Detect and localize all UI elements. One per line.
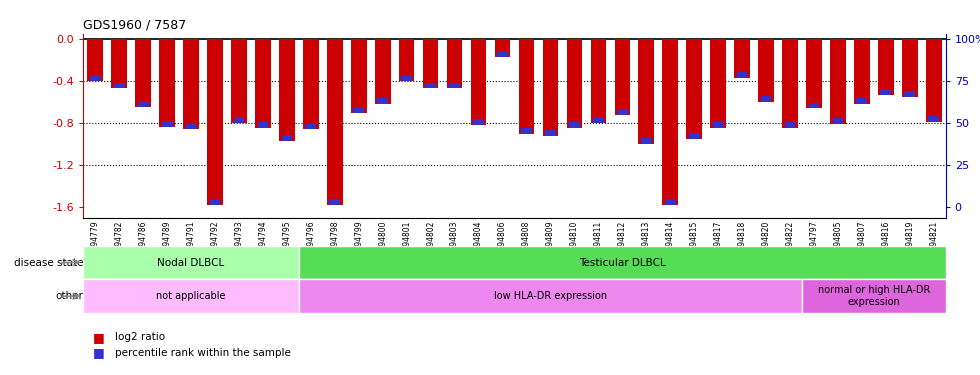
Bar bbox=[521, 128, 532, 134]
Bar bbox=[160, 39, 174, 127]
Text: percentile rank within the sample: percentile rank within the sample bbox=[115, 348, 290, 357]
Bar bbox=[135, 39, 151, 107]
Bar bbox=[279, 39, 295, 141]
Bar bbox=[857, 98, 867, 104]
Bar bbox=[686, 39, 702, 139]
Bar bbox=[375, 39, 390, 104]
Bar bbox=[495, 39, 511, 57]
Text: normal or high HLA-DR
expression: normal or high HLA-DR expression bbox=[817, 285, 930, 307]
Text: Testicular DLBCL: Testicular DLBCL bbox=[579, 258, 665, 267]
Bar bbox=[760, 96, 771, 102]
Bar bbox=[473, 119, 484, 125]
Bar bbox=[83, 279, 299, 313]
Bar bbox=[639, 39, 654, 144]
Bar bbox=[402, 75, 412, 81]
Bar bbox=[880, 89, 891, 94]
Bar bbox=[664, 199, 675, 205]
Bar bbox=[802, 279, 946, 313]
Bar bbox=[737, 72, 748, 78]
Bar bbox=[591, 39, 606, 123]
Bar bbox=[616, 109, 627, 115]
Bar bbox=[208, 39, 222, 205]
Bar bbox=[162, 122, 172, 127]
Bar bbox=[281, 135, 292, 141]
Bar bbox=[543, 39, 559, 136]
Bar bbox=[183, 39, 199, 129]
Bar bbox=[351, 39, 367, 112]
Bar bbox=[233, 117, 244, 123]
Bar bbox=[614, 39, 630, 115]
Bar bbox=[138, 102, 149, 107]
Bar bbox=[299, 246, 946, 279]
Bar bbox=[354, 107, 365, 112]
Bar bbox=[782, 39, 798, 128]
Bar bbox=[832, 118, 843, 124]
Bar bbox=[689, 133, 700, 139]
Text: ■: ■ bbox=[93, 346, 105, 359]
Bar bbox=[905, 91, 915, 97]
Bar bbox=[569, 123, 580, 128]
Bar bbox=[303, 39, 318, 129]
Bar bbox=[470, 39, 486, 125]
Bar bbox=[422, 39, 438, 88]
Bar bbox=[425, 82, 436, 88]
Bar bbox=[641, 138, 652, 144]
Bar bbox=[377, 98, 388, 104]
Bar bbox=[785, 123, 796, 128]
Bar bbox=[712, 123, 723, 128]
Bar bbox=[299, 279, 802, 313]
Bar bbox=[854, 39, 869, 104]
Bar bbox=[231, 39, 247, 123]
Bar bbox=[807, 39, 821, 108]
Text: Nodal DLBCL: Nodal DLBCL bbox=[158, 258, 224, 267]
Bar bbox=[87, 39, 103, 81]
Bar bbox=[210, 199, 220, 205]
Bar bbox=[710, 39, 726, 128]
Text: log2 ratio: log2 ratio bbox=[115, 333, 165, 342]
Bar bbox=[112, 39, 127, 88]
Bar bbox=[255, 39, 270, 128]
Text: ■: ■ bbox=[93, 331, 105, 344]
Bar bbox=[662, 39, 678, 205]
Bar bbox=[545, 130, 556, 136]
Bar bbox=[926, 39, 942, 122]
Bar bbox=[928, 116, 939, 122]
Text: disease state: disease state bbox=[14, 258, 83, 267]
Bar bbox=[759, 39, 774, 102]
Text: low HLA-DR expression: low HLA-DR expression bbox=[494, 291, 607, 301]
Bar bbox=[566, 39, 582, 128]
Bar bbox=[593, 117, 604, 123]
Text: GDS1960 / 7587: GDS1960 / 7587 bbox=[83, 18, 186, 31]
Text: other: other bbox=[56, 291, 83, 301]
Bar bbox=[497, 51, 508, 57]
Bar bbox=[808, 102, 819, 108]
Bar bbox=[734, 39, 750, 78]
Text: not applicable: not applicable bbox=[157, 291, 225, 301]
Bar bbox=[327, 39, 343, 205]
Bar bbox=[518, 39, 534, 134]
Bar bbox=[258, 123, 269, 128]
Bar bbox=[306, 123, 317, 129]
Bar bbox=[902, 39, 917, 97]
Bar bbox=[90, 75, 101, 81]
Bar bbox=[185, 123, 196, 129]
Bar bbox=[114, 82, 124, 88]
Bar bbox=[329, 199, 340, 205]
Bar bbox=[83, 246, 299, 279]
Bar bbox=[878, 39, 894, 94]
Bar bbox=[830, 39, 846, 124]
Bar bbox=[399, 39, 415, 81]
Bar bbox=[447, 39, 463, 88]
Bar bbox=[449, 82, 460, 88]
